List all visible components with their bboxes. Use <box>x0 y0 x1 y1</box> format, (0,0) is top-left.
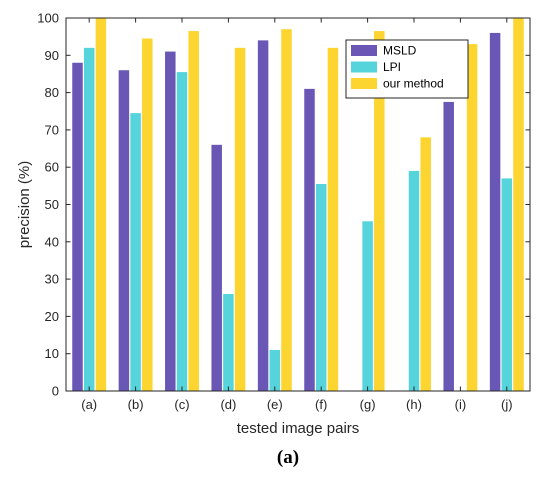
y-axis-ticks: 0 10 20 30 40 50 60 70 80 90 100 <box>37 11 530 399</box>
bar-msld-3 <box>211 144 222 391</box>
bar-msld-5 <box>304 88 315 392</box>
panel-label: (a) <box>277 447 299 468</box>
bar-our-method-2 <box>188 31 199 392</box>
x-tick-label: (b) <box>128 397 144 412</box>
x-tick-label: (d) <box>220 397 236 412</box>
bar-our-method-5 <box>327 47 339 392</box>
y-tick-label: 90 <box>45 48 59 63</box>
y-tick-label: 80 <box>45 85 59 100</box>
bar-msld-1 <box>118 70 130 391</box>
y-tick-label: 60 <box>45 160 59 175</box>
bar-lpi-7 <box>408 170 420 391</box>
x-tick-label: (j) <box>501 397 513 412</box>
y-tick-label: 40 <box>45 234 59 249</box>
y-tick-label: 10 <box>45 346 59 361</box>
x-axis-label: tested image pairs <box>237 420 360 437</box>
legend-entries: MSLD LPI our method <box>351 44 444 91</box>
x-tick-label: (e) <box>267 397 283 412</box>
legend-swatch <box>351 78 377 89</box>
x-tick-label: (g) <box>360 397 376 412</box>
bar-our-method-6 <box>374 31 385 392</box>
legend-swatch <box>351 61 377 73</box>
y-axis-label: precision (%) <box>16 161 33 249</box>
bar-lpi-6 <box>362 221 373 391</box>
legend-label: MSLD <box>383 44 417 58</box>
x-tick-label: (a) <box>81 397 97 412</box>
bar-our-method-9 <box>513 18 524 391</box>
x-axis-ticks: (a) (b) (c) (d) (e) (f) (g) (h) (i) (j) <box>81 18 513 412</box>
x-tick-label: (c) <box>174 397 189 412</box>
bar-lpi-3 <box>223 294 234 391</box>
y-tick-label: 50 <box>45 197 59 212</box>
bars <box>72 18 524 392</box>
bar-our-method-0 <box>95 18 107 391</box>
y-tick-label: 20 <box>45 309 59 324</box>
bar-lpi-0 <box>83 47 95 392</box>
y-tick-label: 70 <box>45 122 59 137</box>
x-tick-label: (f) <box>315 397 327 412</box>
bar-our-method-4 <box>281 29 292 391</box>
x-tick-label: (h) <box>406 397 422 412</box>
bar-lpi-5 <box>315 183 327 391</box>
bar-lpi-2 <box>176 72 188 392</box>
bar-msld-9 <box>489 32 501 392</box>
legend-swatch <box>351 45 377 56</box>
bar-lpi-9 <box>501 178 513 391</box>
y-tick-label: 0 <box>52 384 59 399</box>
bar-msld-4 <box>257 40 269 391</box>
bar-lpi-1 <box>130 113 141 392</box>
bar-msld-8 <box>443 101 454 392</box>
bar-our-method-1 <box>142 38 153 391</box>
y-tick-label: 30 <box>45 272 59 287</box>
bar-lpi-4 <box>269 349 281 391</box>
legend-label: LPI <box>383 60 401 74</box>
y-tick-label: 100 <box>37 11 59 26</box>
bar-our-method-3 <box>234 47 246 392</box>
legend-label: our method <box>383 77 444 91</box>
legend: MSLD LPI our method <box>345 39 469 99</box>
bar-our-method-8 <box>466 44 478 392</box>
x-tick-label: (i) <box>455 397 467 412</box>
bar-msld-2 <box>165 51 176 391</box>
bar-our-method-7 <box>420 137 431 391</box>
bar-msld-0 <box>72 62 83 391</box>
